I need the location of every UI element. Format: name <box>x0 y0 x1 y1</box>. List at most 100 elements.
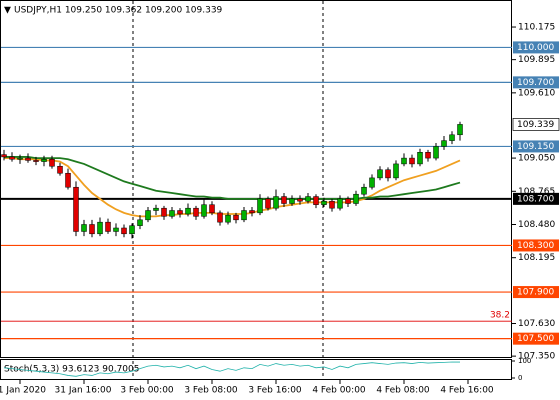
candle-body <box>425 152 431 159</box>
candle-body <box>409 157 415 165</box>
level-label-box <box>513 239 559 252</box>
candle-body <box>305 196 311 202</box>
x-tick-label: 31 Jan 2020 <box>0 386 46 396</box>
triangle: ▼ <box>4 6 11 16</box>
plot-frame <box>0 0 512 358</box>
candle-body <box>345 198 351 204</box>
stoch-title: Stoch(5,3,3) 93.6123 90.7005 <box>4 365 139 375</box>
candle-body <box>121 227 127 235</box>
candle-body <box>185 207 191 215</box>
candle-body <box>209 204 215 214</box>
candle-body <box>177 210 183 215</box>
candle-body <box>433 146 439 159</box>
x-tick-label: 4 Feb 00:00 <box>312 386 366 396</box>
level-label: 107.500 <box>517 334 554 344</box>
candle-body <box>193 207 199 217</box>
candle-body <box>217 212 223 223</box>
candle-body <box>233 214 239 221</box>
candle-body <box>161 207 167 217</box>
candle-body <box>241 210 247 221</box>
candle-body <box>457 124 463 136</box>
candle-body <box>57 165 63 174</box>
candle-body <box>257 198 263 214</box>
level-label-box <box>513 286 559 299</box>
candle-body <box>321 200 327 205</box>
candle-body <box>449 134 455 141</box>
candle-body <box>41 159 47 162</box>
x-tick-label: 3 Feb 08:00 <box>184 386 238 396</box>
x-tick-label: 31 Jan 16:00 <box>55 386 112 396</box>
candle-body <box>369 177 375 188</box>
x-tick-label: 4 Feb 08:00 <box>376 386 430 396</box>
candle-body <box>25 157 31 161</box>
candle-body <box>417 152 423 165</box>
fib-label: 38.2 <box>490 311 510 321</box>
candle-body <box>201 204 207 217</box>
y-tick-label: 110.175 <box>518 23 555 33</box>
y-tick-label: 107.350 <box>518 352 555 362</box>
candle-body <box>49 159 55 167</box>
candle-body <box>297 198 303 202</box>
candle-body <box>1 154 7 158</box>
stoch-line <box>3 361 461 377</box>
candle-body <box>401 157 407 165</box>
y-tick-label: 109.050 <box>518 154 555 164</box>
candle-body <box>273 196 279 209</box>
candle-body <box>313 196 319 205</box>
candle-body <box>329 200 335 209</box>
level-label-box <box>513 41 559 54</box>
y-tick-label: 107.630 <box>518 319 555 329</box>
level-label: 110.000 <box>517 43 554 53</box>
candle-body <box>249 210 255 214</box>
x-tick-label: 4 Feb 16:00 <box>440 386 494 396</box>
candle-body <box>169 210 175 217</box>
candle-body <box>89 224 95 235</box>
candle-body <box>281 196 287 204</box>
candle-body <box>441 140 447 147</box>
level-label: 109.150 <box>517 142 554 152</box>
candle-body <box>377 169 383 179</box>
x-tick-label: 3 Feb 00:00 <box>120 386 174 396</box>
candle-body <box>337 198 343 209</box>
candle-body <box>129 225 135 235</box>
moving-average <box>4 157 461 218</box>
candle-body <box>385 169 391 179</box>
candle-body <box>393 163 399 179</box>
level-label-box <box>513 140 559 153</box>
candle-body <box>105 221 111 232</box>
candle-body <box>33 160 39 162</box>
level-label: 108.300 <box>517 241 554 251</box>
y-tick-label: 108.195 <box>518 253 555 263</box>
stoch-frame <box>0 359 512 380</box>
candle-body <box>113 227 119 232</box>
y-tick-label: 109.895 <box>518 55 555 65</box>
y-tick-label: 109.610 <box>518 88 555 98</box>
x-tick-label: 3 Feb 16:00 <box>248 386 302 396</box>
level-label-box <box>513 332 559 345</box>
candle-body <box>97 221 103 235</box>
y-tick-label: 108.480 <box>518 220 555 230</box>
y-tick-label: 108.765 <box>518 187 555 197</box>
candle-body <box>153 207 159 211</box>
level-label-box <box>513 76 559 89</box>
level-label: 109.700 <box>517 78 554 88</box>
moving-average <box>4 156 461 200</box>
chart-title: USDJPY,H1 109.250 109.362 109.200 109.33… <box>14 6 223 16</box>
candle-body <box>265 198 271 209</box>
candle-body <box>9 156 15 160</box>
candle-body <box>137 219 143 226</box>
candle-body <box>289 198 295 204</box>
level-label: 107.900 <box>517 288 554 298</box>
candle-body <box>361 186 367 195</box>
level-label-box <box>513 192 559 205</box>
candle-body <box>73 186 79 232</box>
candle-body <box>145 210 151 221</box>
candle-body <box>65 172 71 188</box>
current-price-label: 109.339 <box>517 120 554 130</box>
stoch-tick-label: 0 <box>518 374 522 382</box>
candle-body <box>81 224 87 232</box>
candle-body <box>17 157 23 160</box>
stoch-tick-label: 100 <box>518 357 531 365</box>
level-label: 108.700 <box>517 194 554 204</box>
